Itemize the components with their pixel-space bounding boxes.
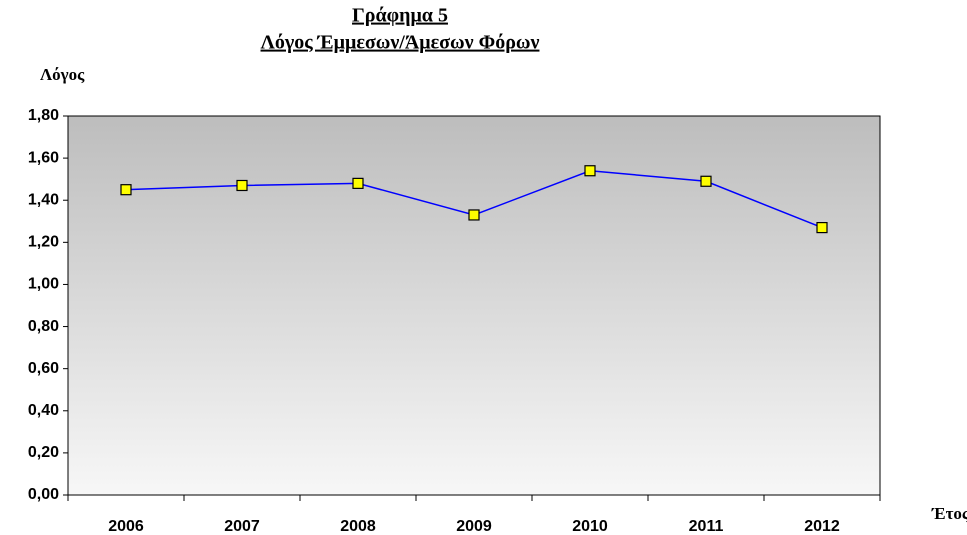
x-tick-label: 2009	[456, 518, 492, 535]
marker	[236, 179, 248, 192]
x-tick-label: 2012	[804, 518, 840, 535]
y-tick-label: 1,20	[28, 234, 59, 251]
chart-subtitle: Λόγος Έμμεσων/Άμεσων Φόρων	[261, 32, 540, 54]
y-tick-label: 0,40	[28, 402, 59, 419]
marker	[120, 184, 132, 196]
marker	[816, 221, 828, 234]
y-axis-label: Λόγος	[40, 65, 85, 84]
y-tick-label: 1,40	[28, 191, 59, 208]
y-tick-label: 1,80	[28, 107, 59, 124]
x-axis-label: Έτος	[931, 504, 967, 523]
marker	[584, 165, 596, 177]
marker	[352, 177, 364, 189]
y-tick-label: 0,00	[28, 486, 59, 503]
y-tick-label: 1,60	[28, 149, 59, 166]
y-tick-label: 0,20	[28, 444, 59, 461]
y-tick-label: 1,00	[28, 276, 59, 293]
x-tick-label: 2008	[340, 518, 376, 535]
y-tick-label: 0,80	[28, 318, 59, 335]
chart-title: Γράφημα 5	[352, 5, 448, 27]
x-tick-label: 2011	[689, 518, 724, 535]
x-tick-label: 2007	[224, 518, 260, 535]
plot-area	[67, 115, 881, 496]
x-tick-label: 2010	[572, 518, 608, 535]
x-tick-label: 2006	[108, 518, 144, 535]
marker	[468, 209, 480, 221]
marker	[700, 175, 712, 187]
y-tick-label: 0,60	[28, 360, 59, 377]
